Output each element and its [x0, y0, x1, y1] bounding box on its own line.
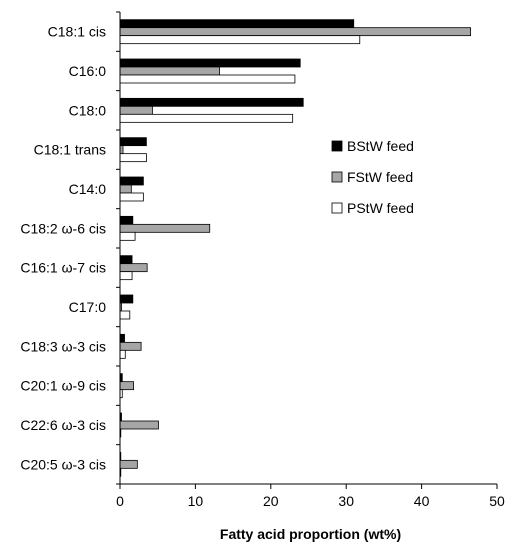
bar-fstw-feed	[119, 27, 472, 37]
category-label: C16:1 ω-7 cis	[20, 260, 106, 276]
category-label: C20:1 ω-9 cis	[20, 378, 106, 394]
x-axis-title: Fatty acid proportion (wt%)	[220, 526, 401, 542]
legend-label: BStW feed	[347, 138, 414, 154]
legend-label: FStW feed	[347, 169, 413, 185]
legend-label: PStW feed	[347, 200, 414, 216]
bar-bstw-feed	[119, 137, 147, 147]
category-label: C16:0	[69, 63, 107, 79]
bar-fstw-feed	[119, 263, 148, 273]
bar-pstw-feed	[119, 35, 361, 45]
bar-bstw-feed	[119, 215, 134, 225]
bar-bstw-feed	[119, 176, 144, 186]
category-label: C20:5 ω-3 cis	[20, 456, 106, 472]
bar-fstw-feed	[119, 459, 138, 469]
category-label: C14:0	[69, 181, 107, 197]
category-label: C18:0	[69, 102, 107, 118]
bar-bstw-feed	[119, 294, 134, 304]
bar-fstw-feed	[119, 341, 142, 351]
x-tick-label: 50	[489, 493, 505, 509]
bar-fstw-feed	[119, 184, 132, 194]
bar-fstw-feed	[119, 381, 134, 391]
bar-bstw-feed	[119, 333, 125, 343]
bar-pstw-feed	[119, 310, 131, 320]
bar-fstw-feed	[119, 105, 153, 115]
bar-bstw-feed	[119, 255, 133, 265]
bar-pstw-feed	[119, 231, 136, 241]
bar-pstw-feed	[119, 271, 133, 281]
bar-fstw-feed	[119, 223, 211, 233]
category-label: C17:0	[69, 299, 107, 315]
legend-swatch	[331, 202, 343, 214]
bar-fstw-feed	[119, 420, 159, 430]
category-label: C18:2 ω-6 cis	[20, 220, 106, 236]
bar-bstw-feed	[119, 58, 301, 68]
bar-pstw-feed	[119, 192, 144, 202]
bar-pstw-feed	[119, 349, 126, 359]
bar-fstw-feed	[119, 66, 220, 76]
category-label: C18:3 ω-3 cis	[20, 338, 106, 354]
bar-bstw-feed	[119, 97, 304, 107]
bar-pstw-feed	[119, 153, 147, 163]
x-tick-label: 30	[338, 493, 354, 509]
bar-pstw-feed	[119, 113, 294, 123]
legend-swatch	[331, 140, 343, 152]
x-tick-label: 10	[188, 493, 204, 509]
x-tick-label: 20	[263, 493, 279, 509]
category-label: C18:1 trans	[34, 142, 106, 158]
x-tick-label: 0	[116, 493, 124, 509]
category-label: C18:1 cis	[48, 24, 106, 40]
legend-swatch	[331, 171, 343, 183]
category-label: C22:6 ω-3 cis	[20, 417, 106, 433]
bar-bstw-feed	[119, 19, 355, 29]
x-tick-label: 40	[414, 493, 430, 509]
bar-pstw-feed	[119, 74, 296, 84]
